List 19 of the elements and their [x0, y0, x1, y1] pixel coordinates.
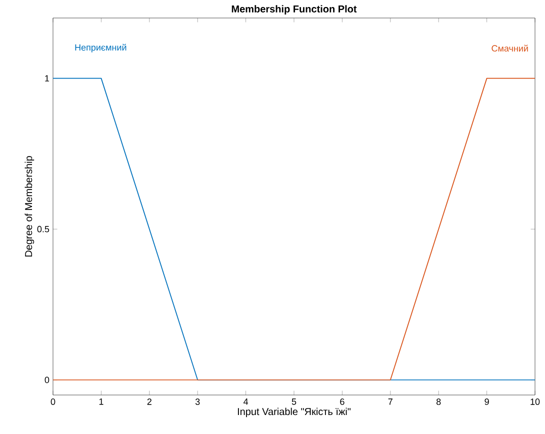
y-tick-label: 1 [45, 75, 50, 82]
x-tick-label: 5 [292, 398, 296, 405]
x-tick-label: 2 [147, 398, 152, 405]
x-tick-label: 10 [530, 398, 540, 405]
chart-title: Membership Function Plot [232, 5, 357, 14]
text: Неприємний [75, 44, 126, 52]
x-tick-label: 9 [484, 398, 489, 405]
text: Смачний [492, 44, 528, 52]
x-tick-label: 7 [388, 398, 392, 405]
x-axis-title: Input Variable "Якість їжі" [238, 408, 351, 418]
y-tick-label: 0.5 [37, 226, 50, 232]
x-tick-label: 1 [99, 398, 104, 405]
y-tick-label: 0 [44, 376, 50, 384]
y-axis-title: Degree of Membership [24, 156, 34, 257]
x-tick-label: 8 [436, 398, 441, 405]
x-tick-label: 6 [340, 398, 344, 405]
x-tick-label: 3 [195, 398, 200, 405]
x-tick-label: 0 [50, 398, 56, 405]
x-tick-label: 4 [244, 398, 248, 405]
